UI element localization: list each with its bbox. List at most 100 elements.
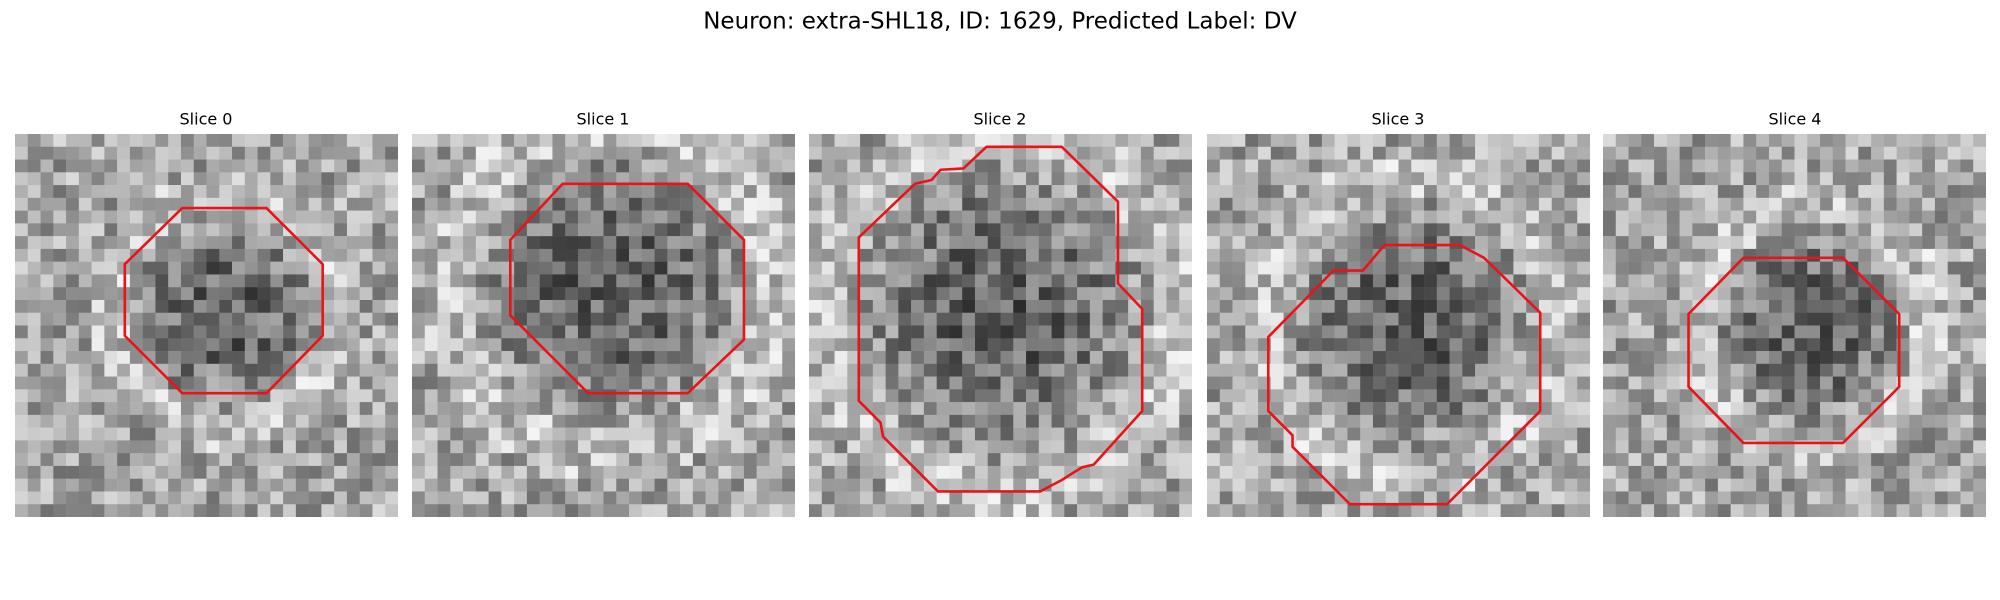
pixel [1896, 491, 1910, 505]
pixel [206, 453, 220, 467]
pixel [66, 465, 80, 479]
pixel [1102, 376, 1116, 390]
pixel [680, 338, 694, 352]
pixel [1115, 134, 1129, 148]
pixel [257, 478, 271, 492]
pixel [1153, 376, 1167, 390]
pixel [1730, 159, 1744, 173]
pixel [1909, 274, 1923, 288]
pixel [1398, 223, 1412, 237]
pixel [27, 134, 41, 148]
pixel [590, 261, 604, 275]
pixel [1564, 185, 1578, 199]
pixel [1641, 376, 1655, 390]
pixel [1026, 146, 1040, 160]
pixel [1153, 197, 1167, 211]
pixel [1513, 440, 1527, 454]
pixel [1038, 440, 1052, 454]
pixel [667, 402, 681, 416]
pixel [705, 453, 719, 467]
pixel [104, 287, 118, 301]
pixel [501, 427, 515, 441]
pixel [1232, 504, 1246, 517]
pixel [1424, 261, 1438, 275]
pixel [463, 325, 477, 339]
pixel [1730, 402, 1744, 416]
pixel [1487, 185, 1501, 199]
pixel [1692, 197, 1706, 211]
pixel [1449, 210, 1463, 224]
pixel [1077, 402, 1091, 416]
pixel [91, 389, 105, 403]
pixel [885, 210, 899, 224]
pixel [590, 299, 604, 313]
pixel [1487, 223, 1501, 237]
pixel [1820, 465, 1834, 479]
pixel [1026, 159, 1040, 173]
pixel [898, 363, 912, 377]
pixel [129, 363, 143, 377]
pixel [974, 491, 988, 505]
pixel [1296, 159, 1310, 173]
pixel [104, 389, 118, 403]
pixel [1654, 197, 1668, 211]
pixel [923, 491, 937, 505]
pixel [860, 491, 874, 505]
pixel [334, 287, 348, 301]
pixel [1245, 351, 1259, 365]
pixel [475, 248, 489, 262]
pixel [91, 312, 105, 326]
pixel [616, 172, 630, 186]
pixel [1360, 389, 1374, 403]
pixel [1781, 312, 1795, 326]
pixel [1258, 478, 1272, 492]
pixel [1679, 363, 1693, 377]
pixel [1768, 236, 1782, 250]
pixel [1909, 389, 1923, 403]
pixel [1551, 478, 1565, 492]
pixel [1679, 210, 1693, 224]
pixel [15, 210, 29, 224]
pixel [206, 427, 220, 441]
pixel [1487, 465, 1501, 479]
pixel [629, 453, 643, 467]
pixel [590, 325, 604, 339]
pixel [1449, 197, 1463, 211]
pixel [1077, 414, 1091, 428]
pixel [501, 248, 515, 262]
pixel [1411, 299, 1425, 313]
pixel [1424, 338, 1438, 352]
pixel [834, 312, 848, 326]
pixel [1679, 325, 1693, 339]
pixel [603, 389, 617, 403]
pixel [1845, 453, 1859, 467]
pixel [667, 134, 681, 148]
pixel [168, 465, 182, 479]
pixel [1077, 491, 1091, 505]
pixel [1462, 312, 1476, 326]
pixel [450, 185, 464, 199]
pixel [1258, 325, 1272, 339]
pixel [1883, 197, 1897, 211]
pixel [1487, 312, 1501, 326]
pixel [283, 478, 297, 492]
pixel [911, 504, 925, 517]
pixel [180, 223, 194, 237]
pixel [847, 338, 861, 352]
pixel [731, 504, 745, 517]
pixel [1577, 312, 1590, 326]
pixel [1577, 134, 1590, 148]
pixel [1051, 248, 1065, 262]
pixel [1564, 465, 1578, 479]
pixel [1385, 504, 1399, 517]
pixel [91, 261, 105, 275]
pixel [475, 172, 489, 186]
pixel [1411, 414, 1425, 428]
panel-title: Slice 0 [180, 110, 233, 129]
pixel [1309, 248, 1323, 262]
pixel [1730, 134, 1744, 148]
pixel [1089, 159, 1103, 173]
pixel [1960, 427, 1974, 441]
pixel [412, 261, 426, 275]
pixel [488, 236, 502, 250]
